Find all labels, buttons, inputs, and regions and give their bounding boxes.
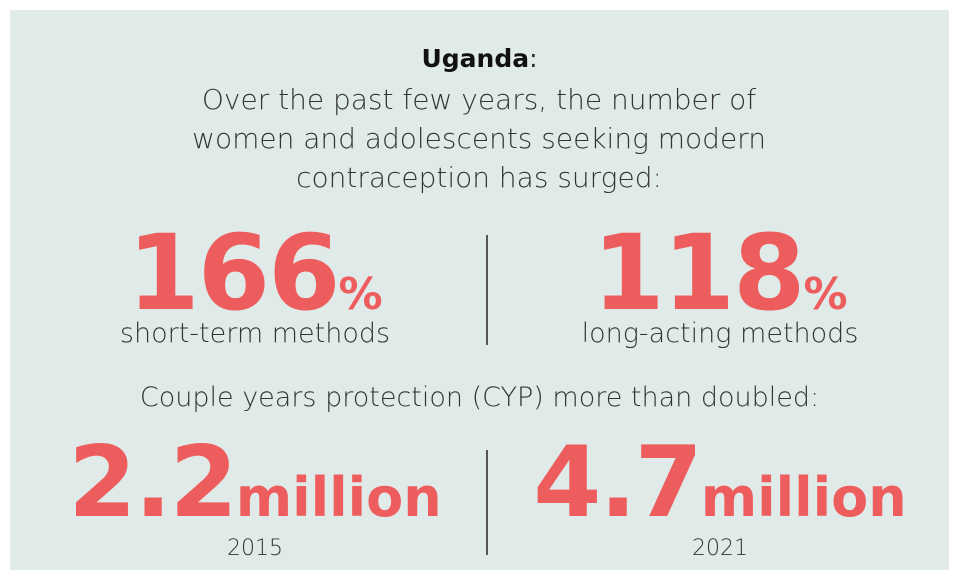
stat-unit: %	[803, 269, 848, 320]
heading: Uganda:	[10, 44, 949, 73]
stat-unit: %	[338, 269, 383, 320]
stat-unit: million	[700, 466, 907, 529]
stat-label: short-term methods	[119, 318, 391, 349]
stat-number: 4.7million	[490, 430, 950, 551]
stat-year: 2021	[692, 536, 748, 561]
divider	[486, 235, 488, 345]
heading-punctuation: :	[529, 44, 538, 73]
stat-unit: million	[235, 466, 442, 529]
divider	[486, 450, 488, 555]
stat-year: 2015	[227, 536, 283, 561]
stat-value: 118	[592, 212, 805, 334]
stat-value: 166	[127, 212, 340, 334]
stat-number: 2.2million	[30, 430, 480, 551]
stat-number: 118%	[490, 218, 950, 350]
cyp-intro: Couple years protection (CYP) more than …	[139, 382, 820, 413]
stat-value: 2.2	[68, 426, 238, 540]
intro-text: Over the past few years, the number of w…	[192, 83, 766, 194]
stat-label: long-acting methods	[581, 318, 859, 349]
country: Uganda	[421, 44, 530, 73]
infographic-panel: Uganda: Over the past few years, the num…	[10, 10, 949, 570]
stat-value: 4.7	[533, 426, 703, 540]
stat-number: 166%	[30, 218, 480, 350]
